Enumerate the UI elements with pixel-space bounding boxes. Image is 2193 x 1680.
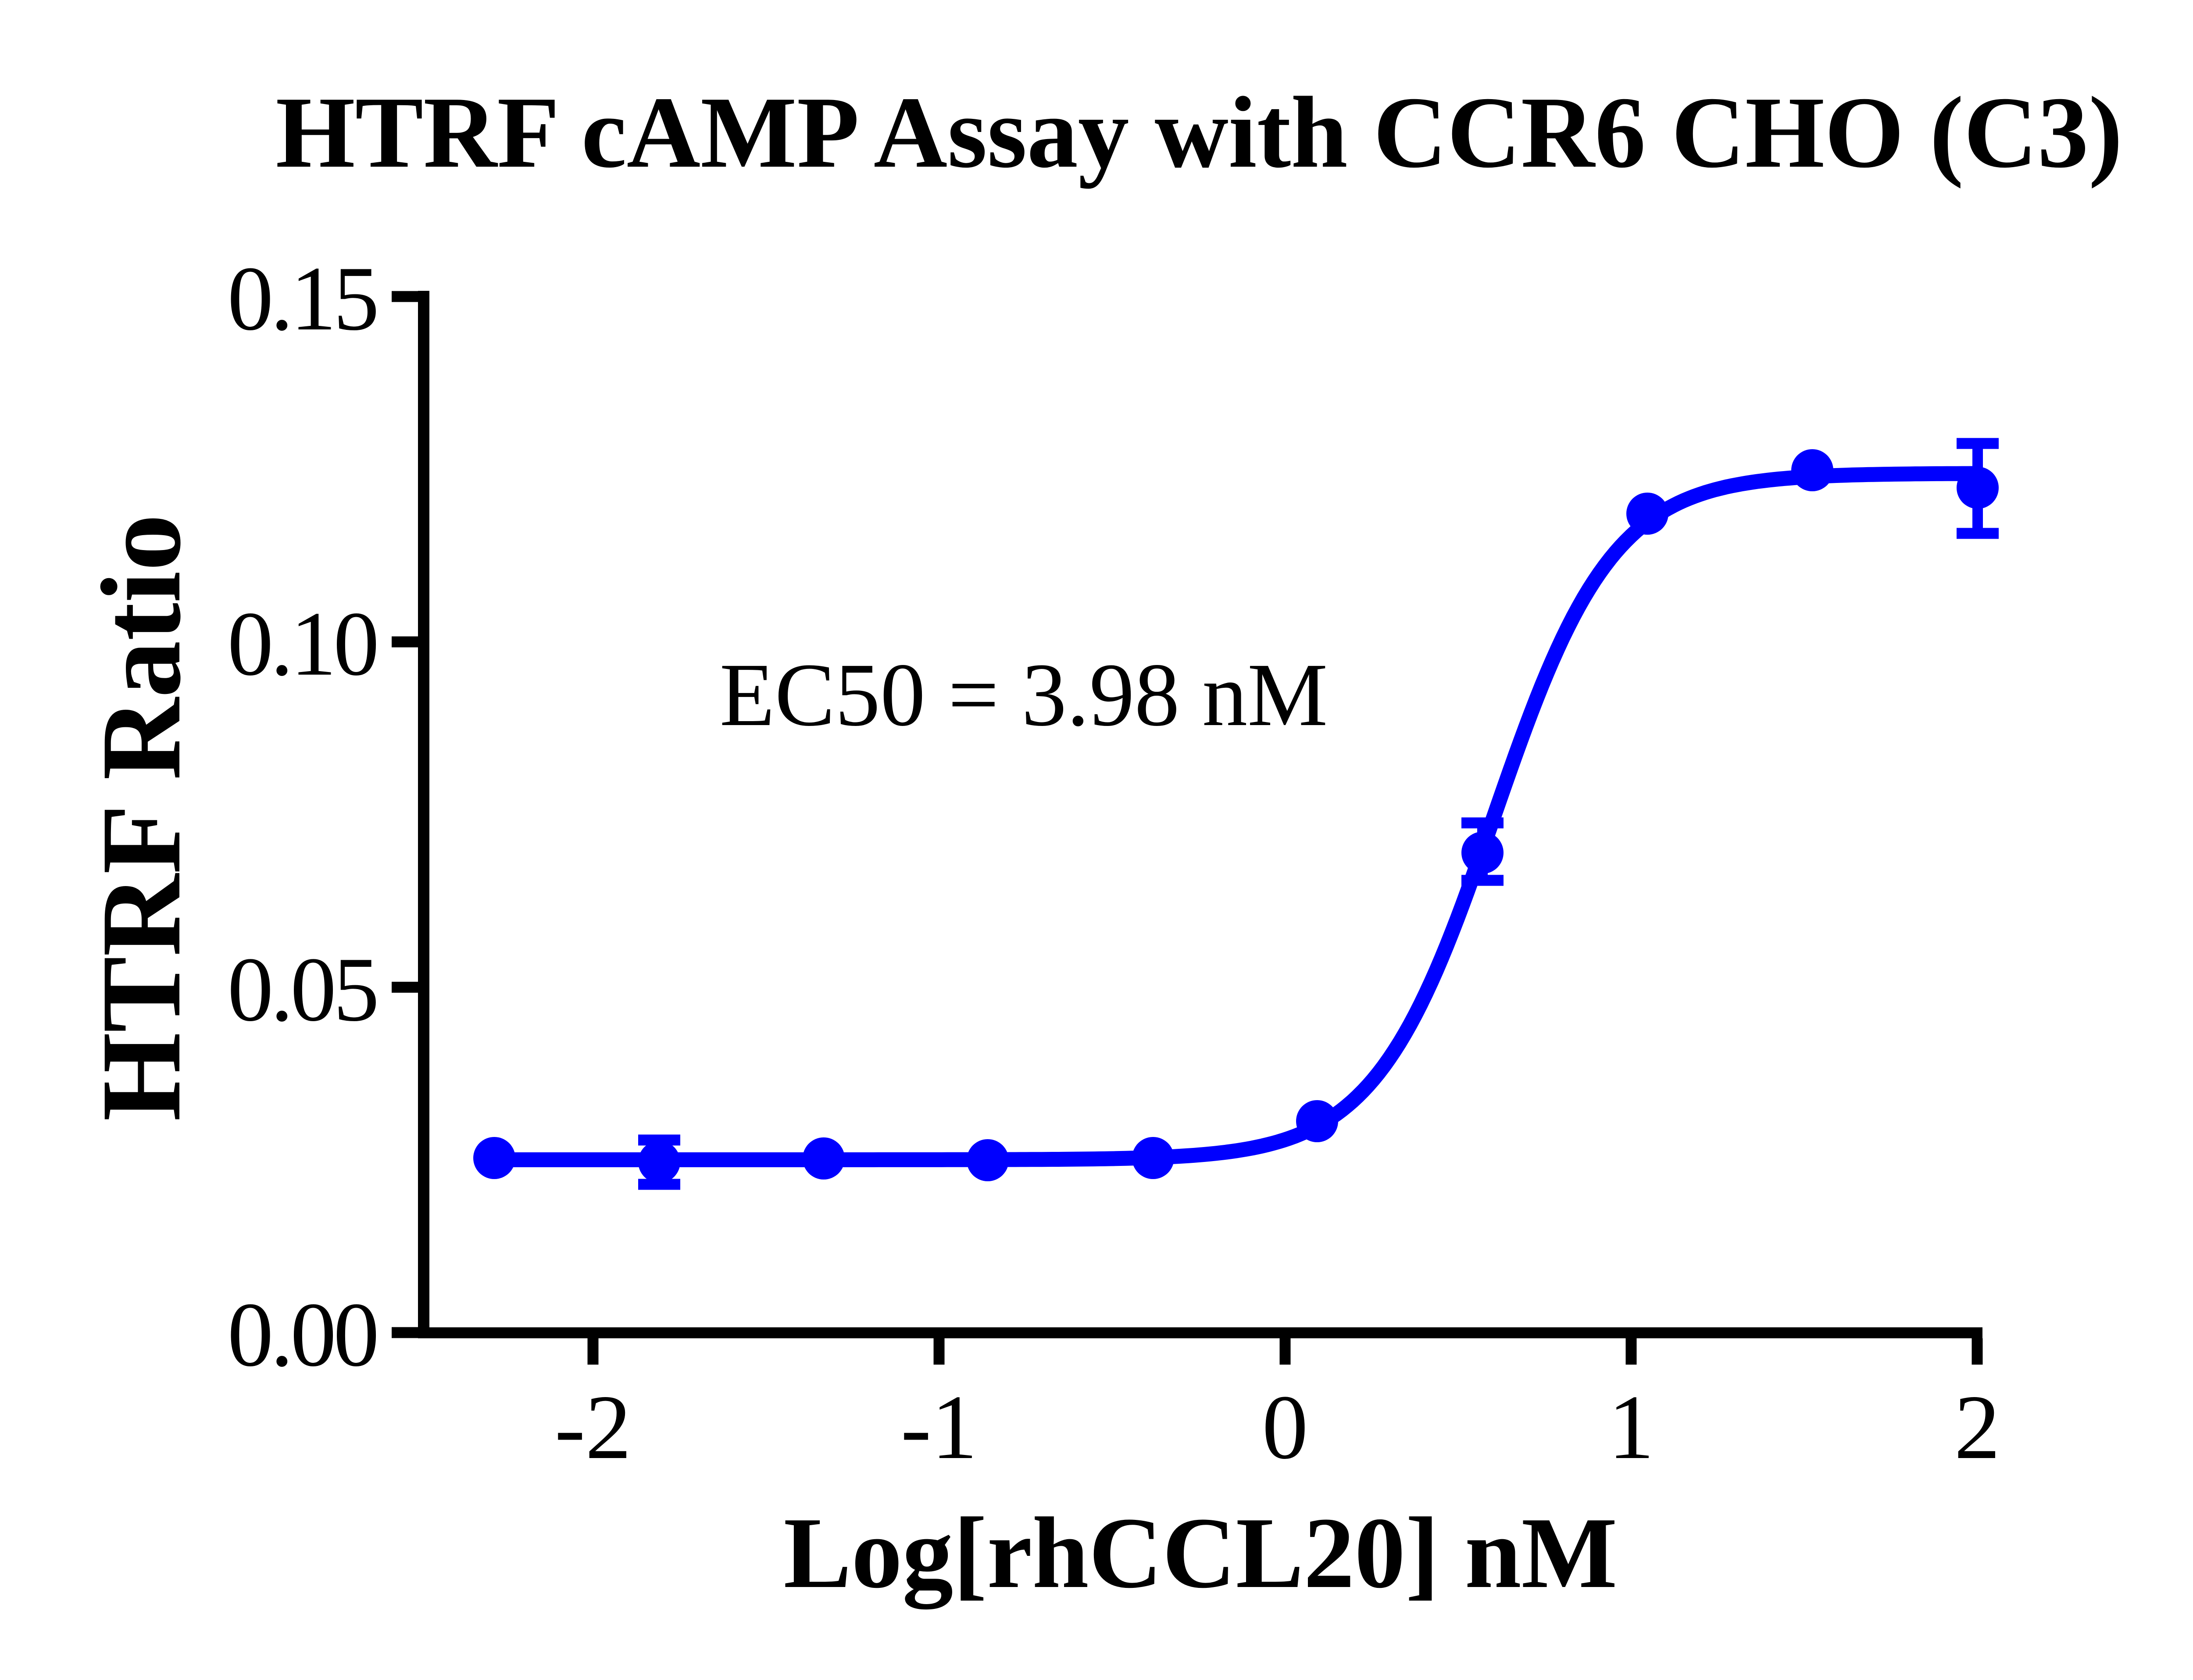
svg-text:HTRF Ratio: HTRF Ratio: [78, 514, 204, 1121]
svg-text:1: 1: [1608, 1376, 1654, 1478]
svg-text:0.00: 0.00: [228, 1284, 377, 1386]
svg-text:EC50 = 3.98 nM: EC50 = 3.98 nM: [720, 644, 1328, 745]
svg-text:2: 2: [1954, 1376, 2000, 1478]
svg-text:-2: -2: [555, 1376, 632, 1478]
svg-text:Log[rhCCL20] nM: Log[rhCCL20] nM: [783, 1497, 1617, 1609]
svg-text:0.10: 0.10: [228, 593, 377, 695]
svg-text:0.05: 0.05: [228, 939, 377, 1040]
svg-text:HTRF cAMP Assay with CCR6 CHO: HTRF cAMP Assay with CCR6 CHO (C3): [275, 76, 2122, 189]
svg-text:-1: -1: [901, 1376, 978, 1478]
svg-text:0.15: 0.15: [228, 248, 377, 350]
svg-text:0: 0: [1262, 1376, 1308, 1478]
